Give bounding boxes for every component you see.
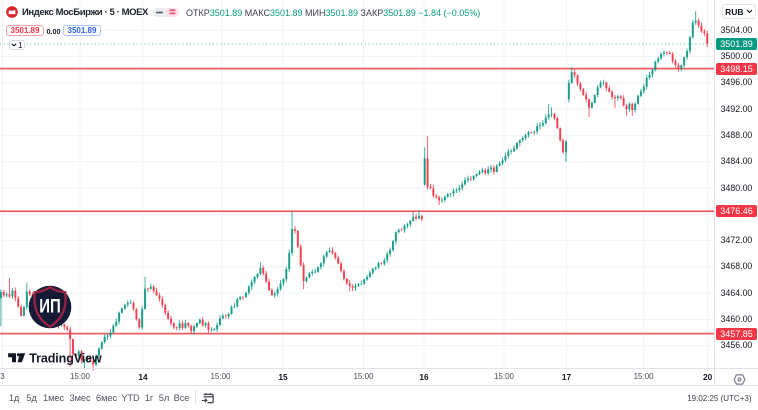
svg-text:ИП: ИП: [39, 296, 61, 318]
svg-text:TradingView: TradingView: [29, 352, 102, 366]
